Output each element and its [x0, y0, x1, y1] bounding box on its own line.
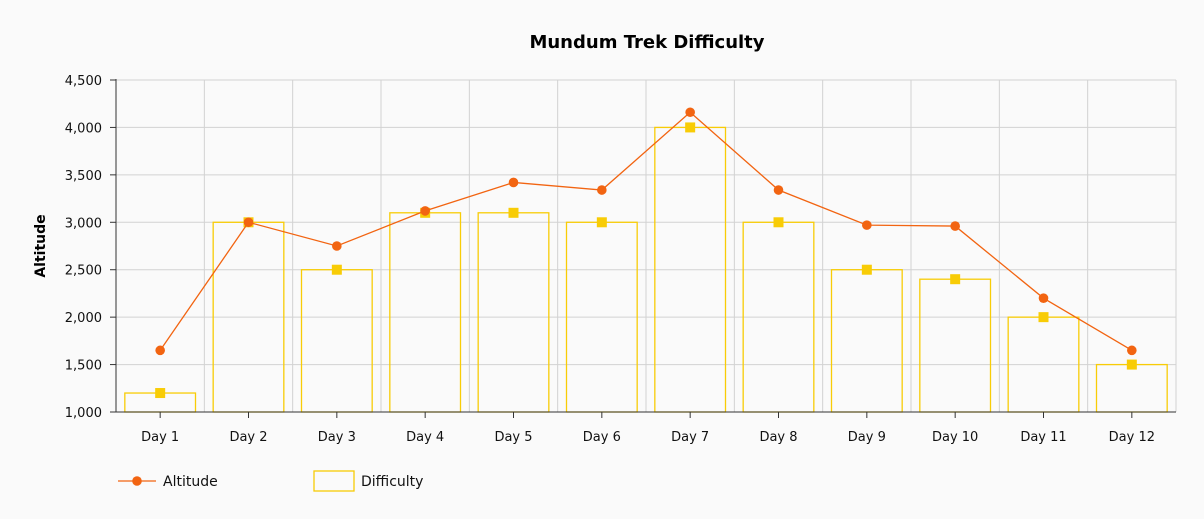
- altitude-point: [685, 107, 695, 118]
- difficulty-bar: [477, 212, 550, 413]
- altitude-point: [508, 177, 519, 188]
- difficulty-marker: [1038, 312, 1049, 323]
- difficulty-marker: [950, 274, 961, 285]
- x-tick-label: Day 9: [848, 430, 886, 445]
- altitude-point: [597, 185, 607, 195]
- legend-altitude-label: Altitude: [163, 474, 218, 490]
- y-tick-label: 4,500: [65, 74, 102, 89]
- x-tick-label: Day 7: [671, 430, 709, 445]
- line-series: [155, 107, 1137, 356]
- difficulty-marker: [508, 207, 519, 218]
- y-tick-label: 1,500: [65, 359, 102, 374]
- x-tick-label: Day 12: [1109, 430, 1155, 445]
- axes: [110, 79, 1176, 418]
- difficulty-marker: [861, 264, 872, 275]
- altitude-point: [862, 220, 872, 230]
- legend-difficulty-label: Difficulty: [361, 474, 423, 490]
- altitude-point: [1038, 293, 1049, 303]
- altitude-line: [159, 111, 1133, 351]
- legend-difficulty-swatch: [313, 470, 355, 492]
- altitude-point: [243, 217, 254, 228]
- y-tick-labels: 1,000 1,500 2,000 2,500 3,000 3,500 4,000 4,500: [65, 74, 102, 421]
- y-axis-label: Altitude: [33, 214, 49, 277]
- difficulty-marker: [596, 217, 607, 228]
- altitude-point: [773, 185, 784, 195]
- difficulty-marker: [331, 264, 342, 275]
- difficulty-bar: [919, 278, 992, 413]
- x-tick-label: Day 10: [932, 430, 978, 445]
- difficulty-bar: [300, 269, 373, 413]
- altitude-point: [155, 345, 165, 356]
- grid: [116, 79, 1177, 412]
- difficulty-bar: [389, 212, 462, 413]
- y-tick-label: 3,000: [65, 216, 102, 231]
- difficulty-marker: [685, 122, 696, 133]
- difficulty-bar: [1095, 363, 1168, 413]
- x-tick-label: Day 3: [318, 430, 356, 445]
- difficulty-marker: [773, 217, 784, 228]
- altitude-point: [950, 221, 960, 231]
- difficulty-marker: [155, 388, 166, 399]
- x-tick-label: Day 6: [583, 430, 621, 445]
- y-tick-label: 2,000: [65, 311, 102, 326]
- legend: Altitude Difficulty: [118, 470, 423, 492]
- x-tick-label: Day 4: [406, 430, 444, 445]
- x-tick-label: Day 11: [1020, 430, 1066, 445]
- altitude-point: [1127, 345, 1137, 356]
- chart-title: Mundum Trek Difficulty: [529, 32, 764, 53]
- y-tick-label: 2,500: [65, 264, 102, 279]
- y-tick-label: 4,000: [65, 121, 102, 136]
- legend-altitude-marker: [132, 476, 142, 486]
- y-tick-label: 3,500: [65, 169, 102, 184]
- x-tick-labels: Day 1 Day 2 Day 3 Day 4 Day 5 Day 6 Day 7 Day 8…: [141, 430, 1155, 445]
- x-tick-label: Day 5: [494, 430, 532, 445]
- x-tick-label: Day 2: [229, 430, 267, 445]
- altitude-point: [420, 206, 430, 216]
- x-tick-label: Day 8: [759, 430, 797, 445]
- y-tick-label: 1,000: [65, 406, 102, 421]
- x-tick-label: Day 1: [141, 430, 179, 445]
- difficulty-marker: [1126, 359, 1137, 370]
- difficulty-bar: [830, 269, 903, 413]
- altitude-point: [332, 241, 342, 251]
